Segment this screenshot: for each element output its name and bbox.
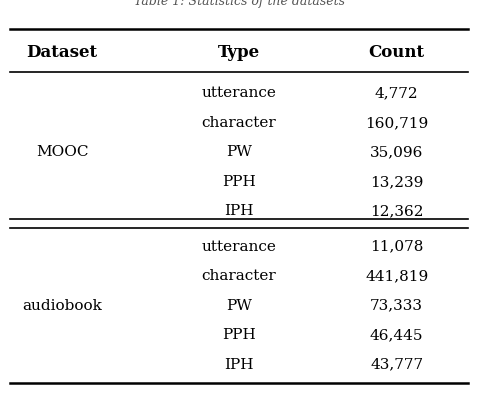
Text: MOOC: MOOC xyxy=(36,146,88,160)
Text: 43,777: 43,777 xyxy=(370,358,424,372)
Text: character: character xyxy=(202,116,276,130)
Text: 73,333: 73,333 xyxy=(370,299,423,313)
Text: 4,772: 4,772 xyxy=(375,86,419,100)
Text: 46,445: 46,445 xyxy=(370,328,424,342)
Text: audiobook: audiobook xyxy=(22,299,102,313)
Text: 441,819: 441,819 xyxy=(365,269,428,283)
Text: 11,078: 11,078 xyxy=(370,240,424,254)
Text: 35,096: 35,096 xyxy=(370,146,424,160)
Text: Table 1: Statistics of the datasets: Table 1: Statistics of the datasets xyxy=(133,0,345,8)
Text: IPH: IPH xyxy=(224,204,254,218)
Text: Count: Count xyxy=(369,44,425,61)
Text: 13,239: 13,239 xyxy=(370,175,424,189)
Text: 12,362: 12,362 xyxy=(370,204,424,218)
Text: PPH: PPH xyxy=(222,175,256,189)
Text: utterance: utterance xyxy=(202,240,276,254)
Text: PW: PW xyxy=(226,146,252,160)
Text: 160,719: 160,719 xyxy=(365,116,428,130)
Text: utterance: utterance xyxy=(202,86,276,100)
Text: IPH: IPH xyxy=(224,358,254,372)
Text: Type: Type xyxy=(218,44,260,61)
Text: character: character xyxy=(202,269,276,283)
Text: Dataset: Dataset xyxy=(27,44,98,61)
Text: PW: PW xyxy=(226,299,252,313)
Text: PPH: PPH xyxy=(222,328,256,342)
